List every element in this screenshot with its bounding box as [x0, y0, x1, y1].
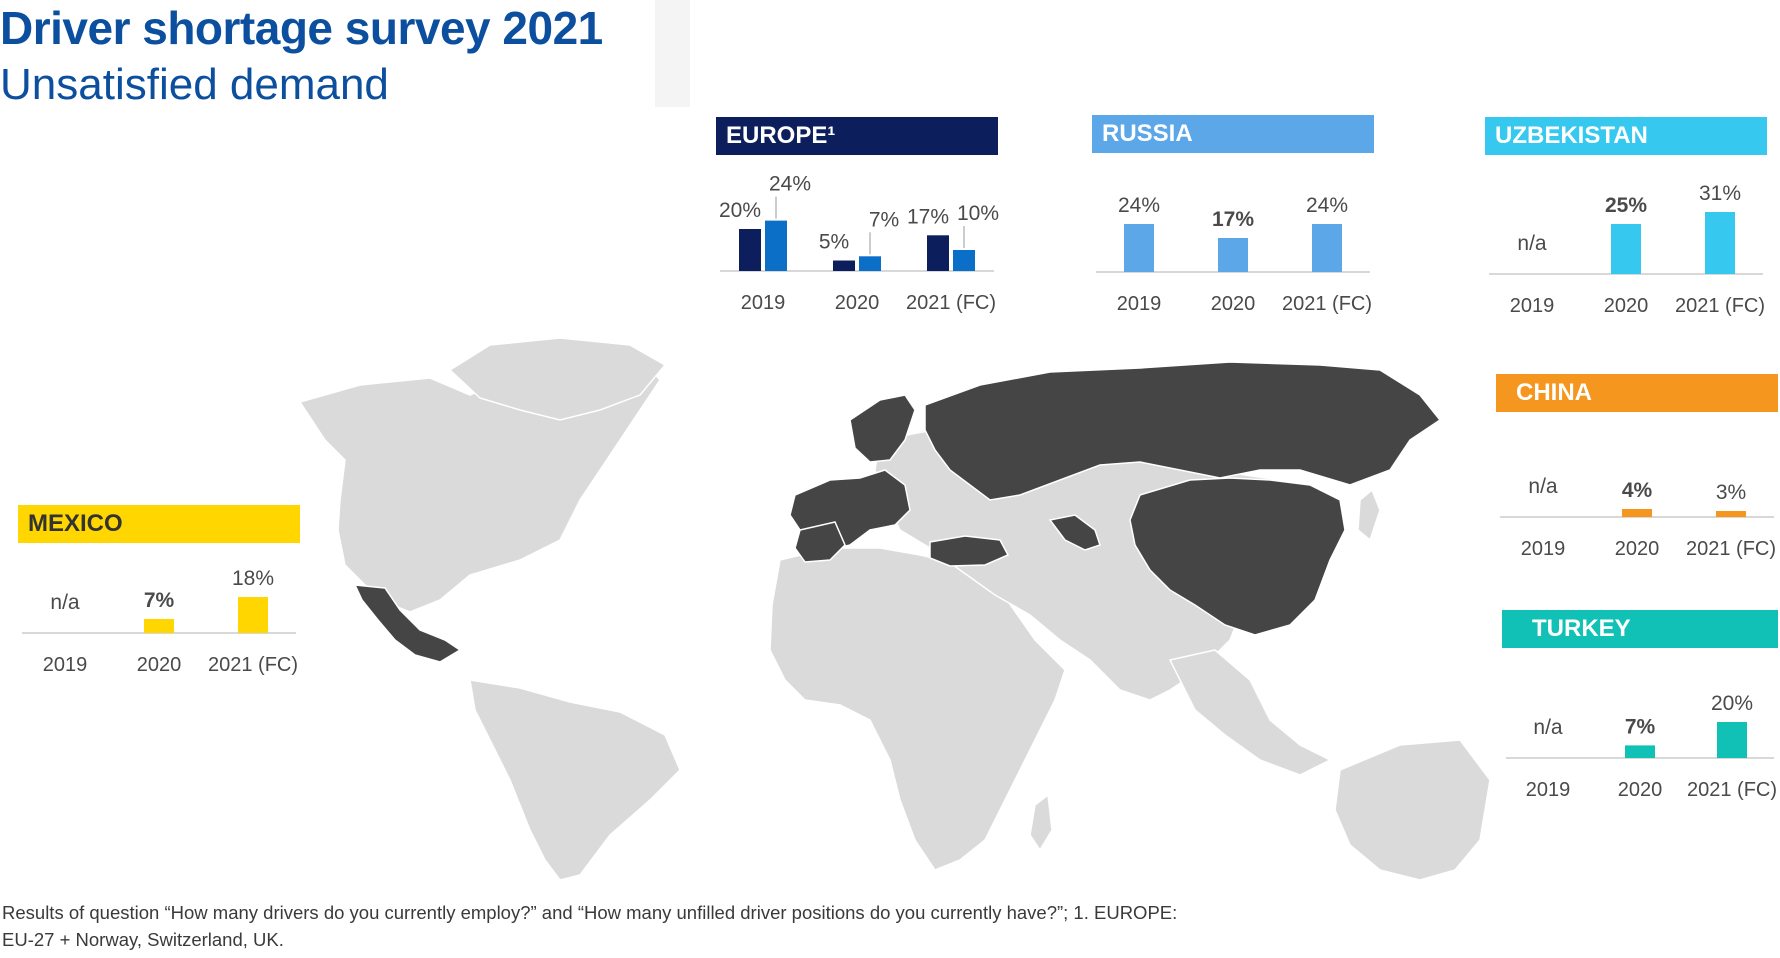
category-label: 2020: [1618, 779, 1663, 801]
bar: [833, 260, 855, 271]
bar: [144, 619, 174, 633]
bar: [238, 597, 268, 633]
category-label: 2021 (FC): [906, 292, 996, 314]
map-japan: [1357, 488, 1381, 542]
russia-panel: RUSSIA 24% 2019 17% 2020 24% 2021 (FC): [1092, 115, 1374, 325]
data-label: 25%: [1605, 194, 1647, 217]
category-label: 2020: [1211, 293, 1256, 315]
data-label: 17%: [907, 205, 949, 228]
bar: [1611, 224, 1641, 274]
bar: [1716, 511, 1746, 517]
data-label: 5%: [819, 231, 849, 254]
data-label: 24%: [769, 173, 811, 196]
panel-header: TURKEY: [1502, 610, 1778, 648]
europe-panel: EUROPE¹ 20% 24% 2019 5% 7% 2020 17% 10% 2021 (FC…: [716, 117, 999, 327]
map-iberia: [794, 521, 846, 563]
bar: [1312, 224, 1342, 272]
data-label: 18%: [232, 567, 274, 590]
category-label: 2019: [43, 654, 88, 676]
map-australia: [1334, 739, 1491, 881]
bar: [1717, 722, 1747, 758]
map-russia: [924, 361, 1442, 501]
map-madagascar: [1029, 793, 1053, 852]
data-label: 10%: [957, 202, 999, 225]
panel-header: CHINA: [1496, 374, 1778, 412]
category-label: 2020: [835, 292, 880, 314]
panel-header: UZBEKISTAN: [1485, 117, 1767, 155]
map-greenland: [448, 337, 667, 421]
map-south-america: [469, 679, 681, 881]
panel-header: EUROPE¹: [716, 117, 998, 155]
map-mexico: [353, 584, 462, 663]
map-china: [1129, 477, 1346, 636]
turkey-panel: TURKEY n/a 2019 7% 2020 20% 2021 (FC): [1502, 610, 1778, 820]
category-label: 2019: [741, 292, 786, 314]
map-scandinavia: [849, 394, 916, 463]
bar: [1124, 224, 1154, 272]
data-label: n/a: [1528, 475, 1558, 498]
map-turkey: [929, 535, 1010, 567]
data-label: 3%: [1716, 481, 1746, 504]
mexico-panel: MEXICO n/a 2019 7% 2020 18% 2021 (FC): [18, 505, 300, 715]
data-label: 7%: [869, 208, 899, 231]
data-label: n/a: [1533, 716, 1563, 739]
category-label: 2021 (FC): [1687, 779, 1777, 801]
bar: [927, 235, 949, 271]
category-label: 2021 (FC): [1282, 293, 1372, 315]
data-label: 7%: [1625, 715, 1656, 738]
data-label: 7%: [144, 589, 175, 612]
data-label: 24%: [1306, 194, 1348, 217]
bar: [1705, 212, 1735, 274]
category-label: 2021 (FC): [1675, 295, 1765, 317]
category-label: 2021 (FC): [208, 654, 298, 676]
bar: [1625, 745, 1655, 758]
data-label: 4%: [1622, 479, 1653, 502]
data-label: 20%: [719, 199, 761, 222]
page-subtitle: Unsatisfied demand: [0, 60, 389, 109]
uzbekistan-panel: UZBEKISTAN n/a 2019 25% 2020 31% 2021 (FC): [1485, 117, 1767, 327]
data-label: n/a: [50, 591, 80, 614]
bar: [1622, 509, 1652, 517]
category-label: 2020: [137, 654, 182, 676]
bar: [1218, 238, 1248, 272]
category-label: 2019: [1117, 293, 1162, 315]
category-label: 2019: [1521, 538, 1566, 560]
panel-header: MEXICO: [18, 505, 300, 543]
data-label: 31%: [1699, 182, 1741, 205]
map-indochina: [1168, 649, 1332, 776]
panel-header: RUSSIA: [1092, 115, 1374, 153]
category-label: 2019: [1510, 295, 1555, 317]
bar: [859, 256, 881, 271]
category-label: 2019: [1526, 779, 1571, 801]
china-panel: CHINA n/a 2019 4% 2020 3% 2021 (FC): [1496, 374, 1778, 584]
category-label: 2020: [1615, 538, 1660, 560]
bar: [739, 229, 761, 271]
map-uzbekistan: [1048, 514, 1101, 551]
data-label: n/a: [1517, 232, 1547, 255]
data-label: 17%: [1212, 208, 1254, 231]
bar: [765, 220, 787, 271]
bar: [953, 250, 975, 271]
footnote: Results of question “How many drivers do…: [2, 902, 1178, 950]
page-title: Driver shortage survey 2021: [0, 2, 603, 54]
data-label: 24%: [1118, 194, 1160, 217]
category-label: 2021 (FC): [1686, 538, 1776, 560]
data-label: 20%: [1711, 692, 1753, 715]
title-shade: [655, 0, 690, 107]
category-label: 2020: [1604, 295, 1649, 317]
